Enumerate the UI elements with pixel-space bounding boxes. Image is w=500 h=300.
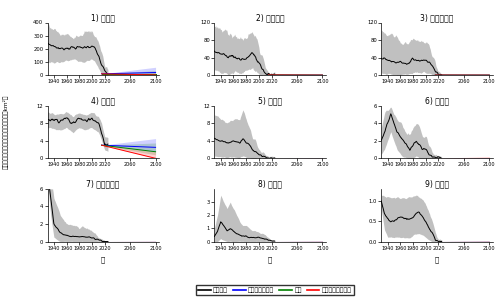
Title: 3) 北アルプス: 3) 北アルプス	[420, 14, 454, 22]
X-axis label: 年: 年	[435, 256, 439, 263]
Title: 6) 斜里岁: 6) 斜里岁	[425, 97, 449, 106]
Title: 1) 大雪山: 1) 大雪山	[91, 14, 115, 22]
Title: 8) 邘寒岁: 8) 邘寒岁	[258, 180, 282, 189]
Legend: 過去再現, 低炭素社会実現, 中幸, 温室効果ガス増大: 過去再現, 低炭素社会実現, 中幸, 温室効果ガス増大	[196, 285, 354, 296]
Title: 2) 日高山脈: 2) 日高山脈	[256, 14, 284, 22]
Title: 4) 富士山: 4) 富士山	[91, 97, 115, 106]
Title: 9) 羊躄山: 9) 羊躄山	[425, 180, 449, 189]
Title: 7) 南アルプス: 7) 南アルプス	[86, 180, 120, 189]
X-axis label: 年: 年	[268, 256, 272, 263]
Title: 5) 知床岁: 5) 知床岁	[258, 97, 282, 106]
Text: 永久凍土を維持する気温環境の面積［km²］: 永久凍土を維持する気温環境の面積［km²］	[3, 95, 9, 169]
X-axis label: 年: 年	[101, 256, 105, 263]
